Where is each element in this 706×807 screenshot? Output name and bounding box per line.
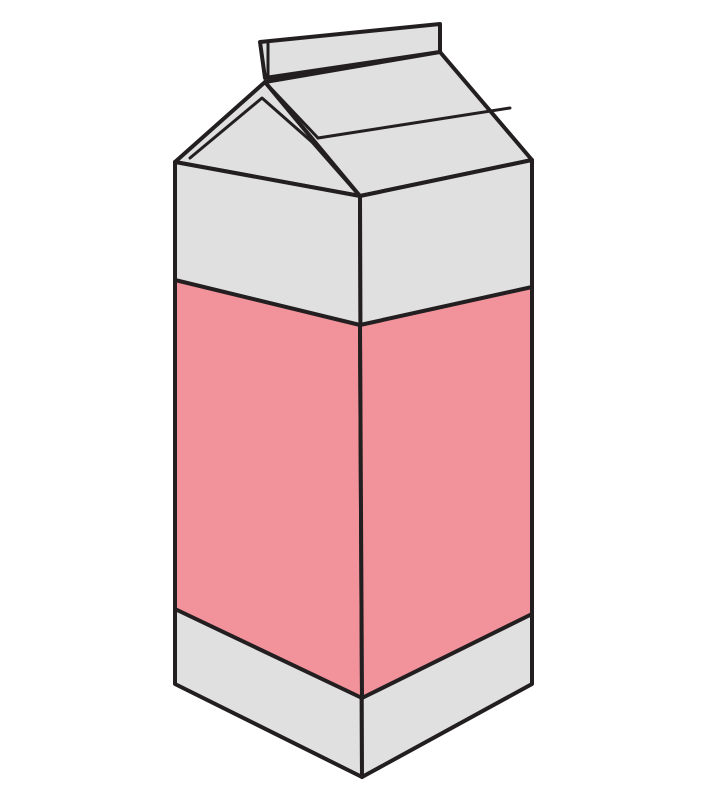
carton-gable-fold-right: [316, 106, 512, 140]
carton-shoulder-edge: [173, 158, 534, 198]
carton-gable-crease: [310, 140, 358, 194]
carton-gable-fold-left: [188, 96, 314, 160]
carton-gable-ridge: [263, 80, 320, 140]
carton-front-edge: [358, 194, 364, 779]
